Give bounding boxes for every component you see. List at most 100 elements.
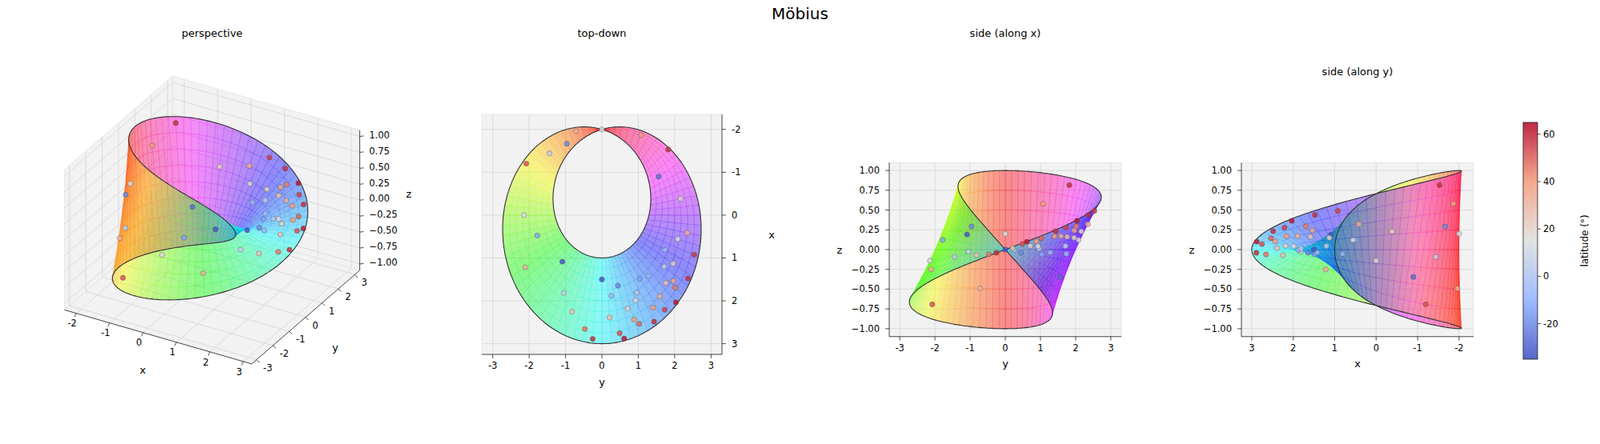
- point: [159, 252, 165, 258]
- point: [270, 216, 276, 221]
- point: [189, 204, 195, 210]
- surface-patch: [189, 224, 197, 238]
- surface-patch: [185, 285, 196, 299]
- point: [289, 203, 295, 209]
- tick-label: -2: [930, 342, 939, 354]
- grid-line: [64, 82, 173, 177]
- surface-patch: [680, 206, 688, 216]
- surface-patch: [198, 119, 208, 137]
- tick-label: -1: [965, 342, 975, 354]
- grid-line: [143, 239, 252, 333]
- surface-patch: [196, 225, 202, 239]
- point: [559, 259, 565, 265]
- point: [651, 319, 657, 325]
- surface-patch: [206, 120, 216, 139]
- tick: [721, 300, 726, 302]
- grid-line: [76, 220, 185, 314]
- tick-label: −0.50: [851, 283, 880, 295]
- pane: [64, 76, 173, 310]
- point: [662, 247, 668, 253]
- tick: [108, 323, 110, 328]
- surface-patch: [992, 269, 999, 290]
- surface-patch: [535, 215, 543, 223]
- tick: [721, 214, 726, 216]
- surface-patch: [206, 136, 216, 153]
- point: [685, 276, 690, 281]
- surface-patch: [979, 288, 987, 309]
- surface-patch: [195, 237, 202, 251]
- surface-patch: [987, 210, 995, 231]
- tick: [673, 354, 675, 359]
- tick: [359, 167, 364, 169]
- surface-patch: [978, 308, 987, 329]
- surface-patch: [529, 221, 538, 230]
- point: [249, 200, 255, 205]
- point: [264, 186, 269, 192]
- axis-label: x: [139, 364, 146, 377]
- point: [296, 180, 301, 186]
- strip-edge: [112, 116, 308, 301]
- tick: [601, 354, 603, 359]
- surface-patch: [595, 289, 602, 301]
- tick-label: 0.00: [368, 192, 390, 205]
- surface-patch: [190, 117, 199, 135]
- surface-patch: [693, 224, 702, 237]
- grid-line: [172, 210, 361, 265]
- point: [582, 326, 588, 332]
- point: [212, 227, 218, 233]
- point: [634, 290, 640, 296]
- surface-patch: [980, 268, 987, 289]
- surface-patch: [176, 132, 185, 149]
- point: [589, 336, 595, 341]
- point: [246, 163, 252, 169]
- surface-patch: [999, 170, 1007, 191]
- surface-patch: [993, 210, 1000, 231]
- axis-label: x: [768, 228, 775, 241]
- surface: [909, 170, 1102, 329]
- surface-patch: [973, 288, 981, 309]
- point: [523, 160, 529, 166]
- surface-patch: [208, 249, 218, 261]
- tick-label: 1.00: [858, 164, 880, 177]
- tick-label: 0.50: [858, 204, 880, 217]
- surface-patch: [186, 273, 196, 287]
- point: [625, 306, 630, 312]
- tick: [208, 352, 210, 357]
- surface-patch: [607, 288, 615, 301]
- surface-patch: [185, 209, 193, 225]
- grid-line: [172, 98, 361, 153]
- point: [122, 225, 128, 231]
- surface-patch: [986, 288, 993, 309]
- point: [638, 132, 644, 138]
- surface-patch: [1023, 210, 1031, 231]
- point: [621, 336, 627, 341]
- surface-patch: [605, 268, 612, 280]
- surface-patch: [168, 286, 180, 301]
- surface-patch: [998, 269, 1006, 290]
- surface-patch: [601, 257, 606, 269]
- surface-patch: [585, 310, 595, 323]
- tick-label: −1.00: [851, 323, 880, 335]
- tick: [241, 361, 244, 366]
- tick-label: 1: [731, 252, 738, 264]
- tick-label: -1: [100, 327, 110, 339]
- point: [247, 180, 253, 186]
- point: [277, 232, 283, 237]
- tick: [1039, 336, 1041, 341]
- tick-label: -3: [488, 360, 498, 372]
- surface-patch: [180, 260, 189, 274]
- point: [256, 251, 261, 257]
- surface-patch: [196, 212, 201, 227]
- tick: [359, 183, 364, 185]
- surface-patch: [502, 224, 510, 237]
- surface-patch: [1005, 269, 1012, 290]
- tick-label: 1: [635, 360, 642, 372]
- surface-patch: [192, 165, 200, 182]
- surface-patch: [986, 308, 993, 329]
- point: [300, 201, 306, 207]
- points: [521, 127, 698, 342]
- surface-patch: [1011, 210, 1019, 231]
- surface-patch: [195, 249, 203, 262]
- axis-label: y: [332, 341, 339, 354]
- tick-label: −0.25: [851, 264, 880, 276]
